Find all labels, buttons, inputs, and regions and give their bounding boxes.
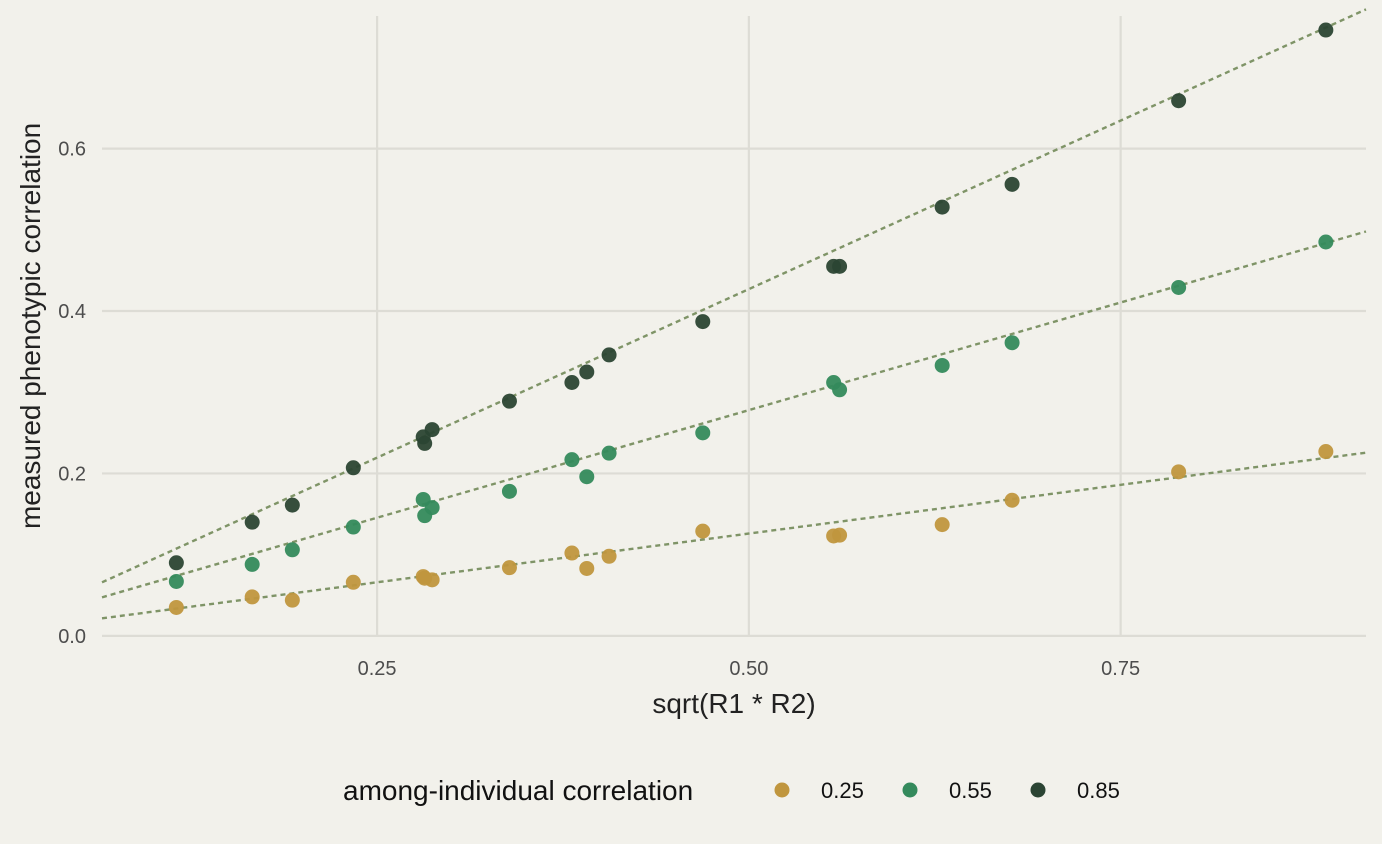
data-point-0.25 [168, 599, 184, 615]
x-tick-label: 0.25 [358, 658, 397, 680]
data-point-0.25 [1004, 492, 1020, 508]
data-point-0.55 [1171, 279, 1187, 295]
x-tick-label: 0.50 [729, 658, 768, 680]
data-point-0.55 [579, 469, 595, 485]
trend-line-0.25 [101, 451, 1367, 620]
y-tick-label: 0.2 [58, 463, 86, 485]
y-axis-title: measured phenotypic correlation [15, 123, 46, 529]
data-point-0.25 [345, 574, 361, 590]
data-point-0.55 [168, 573, 184, 589]
data-point-0.85 [934, 199, 950, 215]
grid-lines [102, 16, 1366, 637]
data-point-0.55 [244, 556, 260, 572]
data-point-0.85 [501, 393, 517, 409]
data-point-0.85 [168, 555, 184, 571]
data-point-0.55 [345, 519, 361, 535]
data-point-0.25 [832, 527, 848, 543]
data-points [168, 22, 1334, 615]
trend-line-0.55 [101, 230, 1367, 599]
data-point-0.25 [1318, 444, 1334, 460]
tick-labels: 0.0 0.2 0.4 0.6 0.25 0.50 0.75 [58, 139, 1140, 680]
legend-label: 0.85 [1077, 778, 1120, 803]
data-point-0.55 [601, 445, 617, 461]
data-point-0.85 [284, 497, 300, 513]
data-point-0.25 [934, 517, 950, 533]
legend-swatch-0.25 [774, 782, 790, 798]
data-point-0.25 [244, 589, 260, 605]
legend-label: 0.25 [821, 778, 864, 803]
x-tick-label: 0.75 [1101, 658, 1140, 680]
data-point-0.25 [284, 592, 300, 608]
data-point-0.25 [424, 572, 440, 588]
trend-lines [101, 8, 1367, 620]
data-point-0.85 [564, 375, 580, 391]
y-tick-label: 0.0 [58, 626, 86, 648]
data-point-0.85 [601, 347, 617, 363]
data-point-0.25 [564, 545, 580, 561]
legend-swatch-0.55 [902, 782, 918, 798]
data-point-0.55 [934, 357, 950, 373]
data-point-0.25 [501, 560, 517, 576]
data-point-0.85 [579, 364, 595, 380]
data-point-0.25 [601, 548, 617, 564]
data-point-0.25 [1171, 464, 1187, 480]
data-point-0.55 [424, 500, 440, 516]
data-point-0.85 [417, 435, 433, 451]
data-point-0.55 [284, 542, 300, 558]
y-tick-label: 0.6 [58, 139, 86, 161]
y-tick-label: 0.4 [58, 301, 86, 323]
legend-label: 0.55 [949, 778, 992, 803]
data-point-0.85 [424, 422, 440, 438]
data-point-0.85 [832, 258, 848, 274]
data-point-0.25 [695, 523, 711, 539]
data-point-0.55 [832, 382, 848, 398]
data-point-0.85 [1318, 22, 1334, 38]
data-point-0.55 [1318, 234, 1334, 250]
legend-swatch-0.85 [1030, 782, 1046, 798]
data-point-0.55 [501, 483, 517, 499]
x-axis-title: sqrt(R1 * R2) [652, 688, 815, 719]
data-point-0.55 [1004, 335, 1020, 351]
trend-line-0.85 [101, 8, 1367, 584]
data-point-0.85 [1171, 93, 1187, 109]
data-point-0.85 [1004, 176, 1020, 192]
data-point-0.55 [564, 452, 580, 468]
data-point-0.25 [579, 560, 595, 576]
legend: among-individual correlation 0.25 0.55 0.8… [343, 775, 1120, 806]
legend-title: among-individual correlation [343, 775, 693, 806]
data-point-0.85 [345, 460, 361, 476]
data-point-0.85 [244, 514, 260, 530]
data-point-0.85 [695, 314, 711, 330]
data-point-0.55 [695, 425, 711, 441]
